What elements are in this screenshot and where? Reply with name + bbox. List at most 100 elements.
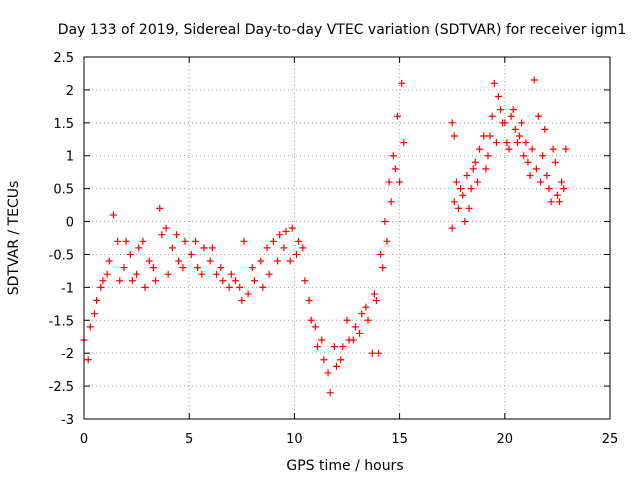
data-point xyxy=(141,283,149,291)
data-point xyxy=(152,277,160,285)
data-point xyxy=(187,250,195,258)
data-point xyxy=(545,185,553,193)
data-point xyxy=(114,237,122,245)
data-point xyxy=(551,158,559,166)
data-point xyxy=(368,349,376,357)
data-point xyxy=(473,178,481,186)
data-point xyxy=(208,244,216,252)
data-point xyxy=(250,277,258,285)
data-point xyxy=(274,257,282,265)
data-point xyxy=(549,145,557,153)
y-tick-label: -3 xyxy=(61,413,74,428)
x-axis-label: GPS time / hours xyxy=(286,458,403,474)
data-point xyxy=(324,369,332,377)
y-tick-label: 1 xyxy=(66,150,74,165)
data-point xyxy=(330,343,338,351)
data-point xyxy=(488,112,496,120)
data-point xyxy=(236,283,244,291)
data-point xyxy=(509,106,517,114)
data-point xyxy=(93,297,101,305)
data-point xyxy=(238,297,246,305)
data-point xyxy=(385,178,393,186)
data-point xyxy=(452,178,460,186)
data-point xyxy=(358,310,366,318)
x-ticks: 0 5 10 15 20 25 xyxy=(80,57,618,447)
data-point xyxy=(522,139,530,147)
data-point xyxy=(326,389,334,397)
data-point xyxy=(305,297,313,305)
data-point xyxy=(332,362,340,370)
data-point xyxy=(503,139,511,147)
y-tick-label: 0 xyxy=(66,216,74,231)
data-point xyxy=(471,158,479,166)
data-point xyxy=(396,178,404,186)
data-point xyxy=(179,264,187,272)
data-point xyxy=(497,106,505,114)
data-point xyxy=(482,165,490,173)
data-point xyxy=(311,323,319,331)
data-point xyxy=(448,119,456,127)
data-point xyxy=(84,356,92,364)
data-point xyxy=(448,224,456,232)
data-point xyxy=(505,145,513,153)
data-point xyxy=(391,165,399,173)
data-point xyxy=(532,165,540,173)
data-point xyxy=(455,204,463,212)
data-point xyxy=(109,211,117,219)
data-point xyxy=(280,244,288,252)
y-tick-label: 2.5 xyxy=(53,51,74,66)
data-point xyxy=(560,185,568,193)
y-ticks: -3 -2.5 -2 -1.5 -1 -0.5 0 0.5 1 1.5 2 2.5 xyxy=(49,51,610,428)
data-point xyxy=(120,264,128,272)
data-point xyxy=(372,297,380,305)
x-tick-label: 10 xyxy=(286,432,303,447)
data-point xyxy=(173,231,181,239)
data-point xyxy=(528,145,536,153)
data-point xyxy=(558,178,566,186)
x-tick-label: 15 xyxy=(391,432,408,447)
data-point xyxy=(518,119,526,127)
y-tick-label: -1 xyxy=(61,281,74,296)
data-point xyxy=(364,316,372,324)
data-point xyxy=(219,277,227,285)
data-point xyxy=(128,277,136,285)
data-point xyxy=(356,329,364,337)
data-point xyxy=(162,224,170,232)
data-point xyxy=(461,218,469,226)
data-point xyxy=(457,185,465,193)
data-point xyxy=(105,257,113,265)
y-tick-label: -2 xyxy=(61,347,74,362)
data-point xyxy=(375,349,383,357)
data-point xyxy=(450,198,458,206)
data-point xyxy=(526,171,534,179)
data-point xyxy=(469,165,477,173)
data-point xyxy=(553,191,561,199)
plot-frame xyxy=(83,56,611,420)
data-point xyxy=(465,204,473,212)
data-point xyxy=(86,323,94,331)
y-tick-label: 0.5 xyxy=(53,183,74,198)
data-point xyxy=(513,139,521,147)
data-point xyxy=(263,244,271,252)
data-point xyxy=(534,112,542,120)
data-point xyxy=(393,112,401,120)
data-point xyxy=(231,277,239,285)
data-point xyxy=(288,224,296,232)
data-point xyxy=(467,185,475,193)
data-point xyxy=(541,125,549,133)
data-point xyxy=(389,152,397,160)
data-point xyxy=(194,264,202,272)
data-point xyxy=(450,132,458,140)
data-point xyxy=(116,277,124,285)
data-point xyxy=(463,171,471,179)
data-point xyxy=(244,290,252,298)
data-point xyxy=(480,132,488,140)
data-point xyxy=(484,152,492,160)
data-point xyxy=(398,79,406,87)
data-point xyxy=(370,290,378,298)
x-tick-label: 0 xyxy=(80,432,88,447)
data-point xyxy=(520,152,528,160)
data-point xyxy=(379,264,387,272)
